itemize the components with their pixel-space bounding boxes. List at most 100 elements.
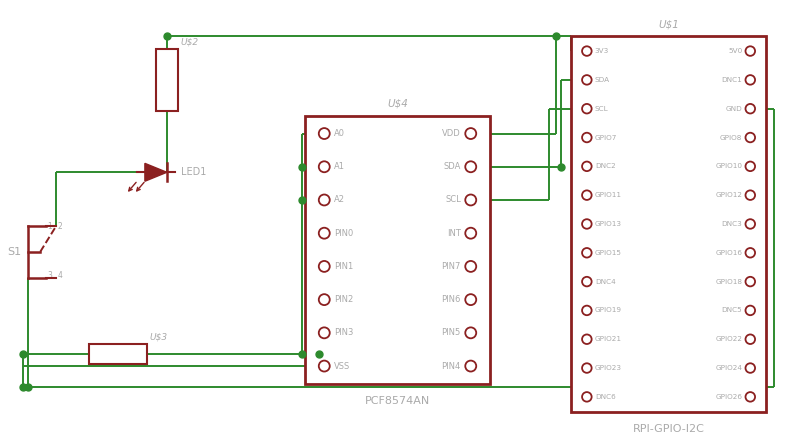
Circle shape [318,194,330,205]
Text: DNC6: DNC6 [595,394,615,400]
Polygon shape [145,163,167,181]
Text: GPIO7: GPIO7 [595,134,617,141]
Text: S1: S1 [7,247,22,257]
Text: RPI-GPIO-I2C: RPI-GPIO-I2C [633,424,705,434]
Text: SDA: SDA [595,77,610,83]
Bar [306,116,490,384]
Text: VSS: VSS [334,361,350,371]
Text: DNC3: DNC3 [722,221,742,227]
Text: GPIO13: GPIO13 [595,221,622,227]
Circle shape [466,294,476,305]
Text: 10K: 10K [110,350,126,359]
Text: DNC2: DNC2 [595,163,615,170]
Text: PIN7: PIN7 [442,262,461,271]
Circle shape [582,248,592,258]
Circle shape [746,248,755,258]
Text: 2: 2 [57,222,62,231]
Text: 5V0: 5V0 [728,48,742,54]
Circle shape [318,360,330,371]
Circle shape [746,191,755,200]
Circle shape [466,128,476,139]
Text: A2: A2 [334,195,346,205]
Bar [89,344,147,364]
Circle shape [582,306,592,315]
Text: GPIO16: GPIO16 [715,250,742,256]
Text: SCL: SCL [595,106,609,112]
Circle shape [746,46,755,56]
Circle shape [746,306,755,315]
Text: 4: 4 [57,271,62,279]
Circle shape [582,133,592,142]
Text: SCL: SCL [445,195,461,205]
Text: U$1: U$1 [658,19,679,29]
Circle shape [582,162,592,171]
Circle shape [582,104,592,113]
Text: INT: INT [447,229,461,238]
Circle shape [466,360,476,371]
Text: GPIO24: GPIO24 [715,365,742,371]
Bar [156,49,178,111]
Text: SDA: SDA [443,162,461,171]
Circle shape [746,75,755,85]
Text: DNC1: DNC1 [722,77,742,83]
Circle shape [582,46,592,56]
Circle shape [318,228,330,239]
Circle shape [318,327,330,338]
Text: GPIO23: GPIO23 [595,365,622,371]
Circle shape [466,161,476,172]
Text: GND: GND [726,106,742,112]
Text: GPIO18: GPIO18 [715,279,742,285]
Circle shape [318,161,330,172]
Text: PIN3: PIN3 [334,328,354,337]
Text: DNC4: DNC4 [595,279,615,285]
Text: 3V3: 3V3 [595,48,609,54]
Text: GPIO11: GPIO11 [595,192,622,198]
Circle shape [746,133,755,142]
Circle shape [582,191,592,200]
Circle shape [746,162,755,171]
Text: LED1: LED1 [181,167,206,177]
Circle shape [746,392,755,402]
Text: VDD: VDD [442,129,461,138]
Circle shape [746,219,755,229]
Text: PIN4: PIN4 [442,361,461,371]
Circle shape [746,277,755,286]
Circle shape [582,335,592,344]
Circle shape [466,261,476,272]
Text: PIN6: PIN6 [442,295,461,304]
Text: 270R: 270R [162,70,171,90]
Text: U$3: U$3 [150,332,168,341]
Text: GPIO10: GPIO10 [715,163,742,170]
Circle shape [746,104,755,113]
Circle shape [582,75,592,85]
Circle shape [318,294,330,305]
Text: U$2: U$2 [181,37,199,46]
Text: PIN0: PIN0 [334,229,354,238]
Circle shape [746,335,755,344]
Text: PIN5: PIN5 [442,328,461,337]
Circle shape [466,327,476,338]
Text: U$4: U$4 [387,99,408,109]
Circle shape [582,219,592,229]
Text: PCF8574AN: PCF8574AN [365,396,430,406]
Circle shape [318,128,330,139]
Text: GPIO22: GPIO22 [715,336,742,342]
Circle shape [582,392,592,402]
Text: PIN2: PIN2 [334,295,354,304]
Text: GPIO26: GPIO26 [715,394,742,400]
Text: GPIO12: GPIO12 [715,192,742,198]
Text: 3: 3 [47,271,52,279]
Circle shape [746,363,755,373]
Text: DNC5: DNC5 [722,307,742,314]
Text: A1: A1 [334,162,346,171]
Text: GPIO19: GPIO19 [595,307,622,314]
Circle shape [466,228,476,239]
Text: A0: A0 [334,129,346,138]
Bar [571,36,766,412]
Text: GPIO15: GPIO15 [595,250,622,256]
Circle shape [318,261,330,272]
Text: PIN1: PIN1 [334,262,354,271]
Circle shape [466,194,476,205]
Circle shape [582,277,592,286]
Text: GPIO8: GPIO8 [720,134,742,141]
